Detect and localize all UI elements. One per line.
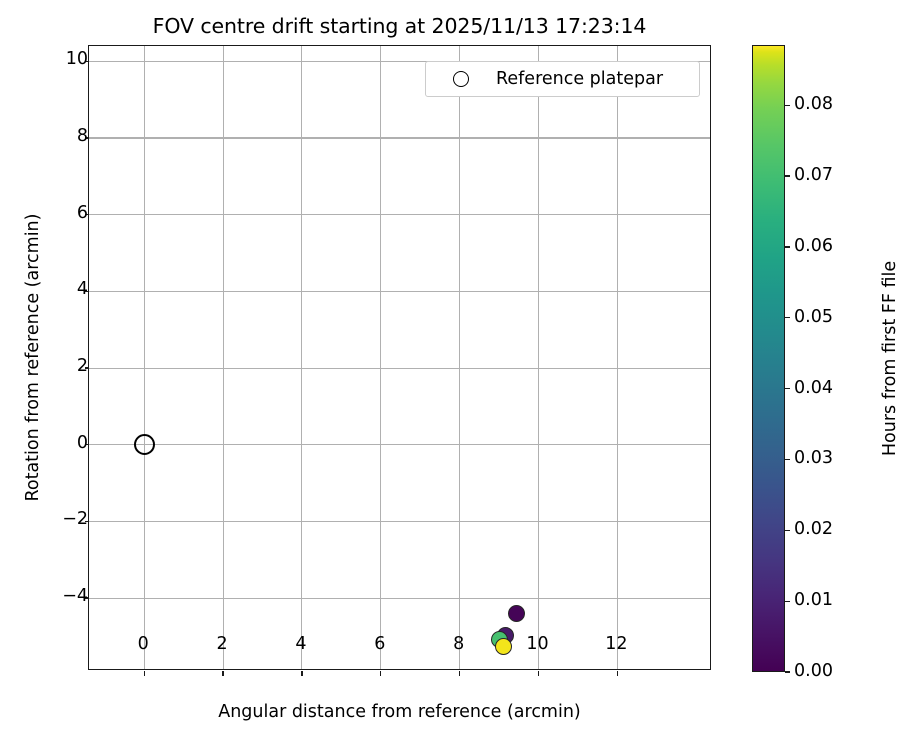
colorbar-tick-label: 0.03 <box>794 448 833 469</box>
data-point-marker <box>507 605 525 623</box>
legend: Reference platepar <box>425 61 700 97</box>
colorbar-tick-label: 0.05 <box>794 306 833 327</box>
colorbar: 0.00 0.01 0.02 0.03 0.04 0.05 0.06 0.07 0.08 <box>752 45 833 681</box>
gridline-vertical <box>537 46 540 669</box>
open-circle-icon <box>453 71 469 87</box>
y-axis-tick-label: −4 <box>62 586 88 607</box>
colorbar-tick <box>785 387 790 390</box>
x-axis-tick <box>616 671 618 676</box>
y-axis-tick <box>84 597 89 599</box>
plot-axes <box>84 45 711 676</box>
colorbar-tick-label: 0.00 <box>794 661 833 681</box>
y-axis-tick <box>84 367 89 369</box>
colorbar-tick <box>785 175 790 177</box>
x-axis-label: Angular distance from reference (arcmin) <box>218 702 581 722</box>
x-axis-tick <box>380 671 382 676</box>
gridline-vertical <box>301 46 303 669</box>
colorbar-tick-label: 0.01 <box>794 590 833 611</box>
colorbar-tick <box>785 671 790 673</box>
x-axis-tick-label: 8 <box>453 634 465 654</box>
colorbar-tick-label: 0.06 <box>794 235 833 256</box>
colorbar-tick-label: 0.08 <box>794 94 833 115</box>
colorbar-gradient <box>752 45 785 672</box>
x-axis-tick-label: 10 <box>526 634 549 654</box>
colorbar-tick-label: 0.07 <box>794 165 833 186</box>
colorbar-tick-label: 0.04 <box>794 377 833 398</box>
gridline-horizontal <box>89 214 710 216</box>
x-axis-tick <box>222 671 224 676</box>
page-title: FOV centre drift starting at 2025/11/13 … <box>152 14 647 38</box>
data-point-marker <box>494 637 512 655</box>
y-axis-label: Rotation from reference (arcmin) <box>23 213 43 502</box>
colorbar-tick <box>785 104 790 106</box>
gridline-horizontal <box>89 60 710 62</box>
y-axis-tick <box>84 444 89 446</box>
colorbar-label: Hours from first FF file <box>880 260 900 457</box>
x-axis-tick-label: 2 <box>216 634 228 654</box>
gridline-vertical <box>143 46 145 669</box>
grid-layer <box>89 46 710 669</box>
gridline-vertical <box>459 46 461 669</box>
x-axis-tick-label: 4 <box>295 634 307 654</box>
gridline-vertical <box>222 46 224 669</box>
y-axis-tick-label: 10 <box>65 49 88 70</box>
y-axis-tick <box>84 214 89 216</box>
y-axis-tick-label: 2 <box>76 356 88 377</box>
y-axis-tick-label: 8 <box>76 126 88 147</box>
y-axis-tick-label: 6 <box>76 202 88 223</box>
x-axis-tick <box>537 671 540 676</box>
y-axis-tick <box>84 520 89 523</box>
colorbar-tick <box>785 317 790 319</box>
x-axis-tick-label: 12 <box>605 634 628 654</box>
gridline-horizontal <box>89 597 710 599</box>
colorbar-tick <box>785 600 790 602</box>
y-axis-tick <box>84 137 89 139</box>
colorbar-tick <box>785 458 790 461</box>
gridline-horizontal <box>89 444 710 446</box>
gridline-horizontal <box>89 290 710 292</box>
gridline-horizontal <box>89 520 710 522</box>
x-axis-tick-label: 6 <box>374 634 386 654</box>
gridline-vertical <box>380 46 382 669</box>
legend-item-label: Reference platepar <box>496 69 664 89</box>
colorbar-tick-label: 0.02 <box>794 519 833 540</box>
gridline-vertical <box>616 46 618 669</box>
legend-marker-box <box>426 71 496 87</box>
gridline-horizontal <box>89 137 710 139</box>
x-axis-tick <box>301 671 303 676</box>
y-axis-tick <box>84 60 89 62</box>
x-axis-tick-label: 0 <box>137 634 149 654</box>
gridline-horizontal <box>89 367 710 369</box>
x-axis-tick <box>143 671 145 676</box>
y-axis-tick-label: 0 <box>76 432 88 453</box>
x-axis-tick <box>458 671 461 676</box>
data-layer <box>89 46 710 669</box>
colorbar-tick <box>785 246 790 248</box>
y-axis-tick <box>84 290 89 293</box>
y-axis-tick-label: 4 <box>76 279 88 300</box>
y-axis-tick-label: −2 <box>62 509 88 530</box>
colorbar-tick <box>785 529 790 531</box>
reference-platepar-marker <box>133 434 155 456</box>
